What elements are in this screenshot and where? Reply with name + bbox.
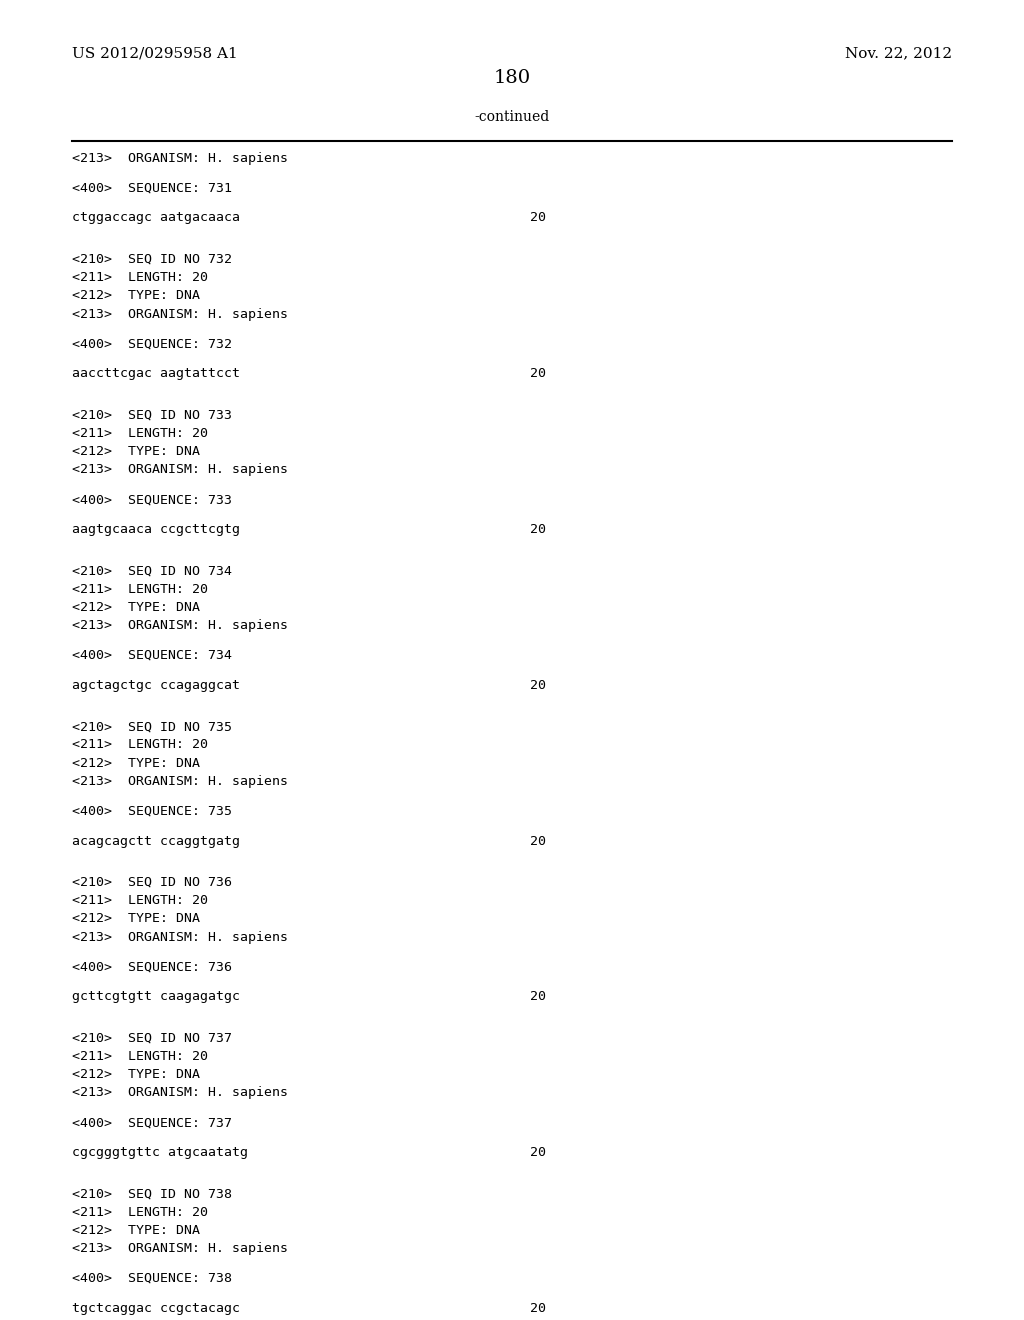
Text: 20: 20 (530, 367, 546, 380)
Text: <400>  SEQUENCE: 734: <400> SEQUENCE: 734 (72, 649, 232, 661)
Text: Nov. 22, 2012: Nov. 22, 2012 (845, 46, 952, 61)
Text: 20: 20 (530, 1146, 546, 1159)
Text: 20: 20 (530, 834, 546, 847)
Text: <212>  TYPE: DNA: <212> TYPE: DNA (72, 1224, 200, 1237)
Text: aaccttcgac aagtattcct: aaccttcgac aagtattcct (72, 367, 240, 380)
Text: <212>  TYPE: DNA: <212> TYPE: DNA (72, 912, 200, 925)
Text: <211>  LENGTH: 20: <211> LENGTH: 20 (72, 894, 208, 907)
Text: <210>  SEQ ID NO 732: <210> SEQ ID NO 732 (72, 253, 232, 265)
Text: US 2012/0295958 A1: US 2012/0295958 A1 (72, 46, 238, 61)
Text: <212>  TYPE: DNA: <212> TYPE: DNA (72, 601, 200, 614)
Text: -continued: -continued (474, 110, 550, 124)
Text: aagtgcaaca ccgcttcgtg: aagtgcaaca ccgcttcgtg (72, 523, 240, 536)
Text: <210>  SEQ ID NO 734: <210> SEQ ID NO 734 (72, 565, 232, 577)
Text: <400>  SEQUENCE: 733: <400> SEQUENCE: 733 (72, 494, 232, 506)
Text: <213>  ORGANISM: H. sapiens: <213> ORGANISM: H. sapiens (72, 775, 288, 788)
Text: <400>  SEQUENCE: 735: <400> SEQUENCE: 735 (72, 805, 232, 817)
Text: <210>  SEQ ID NO 735: <210> SEQ ID NO 735 (72, 721, 232, 733)
Text: 20: 20 (530, 211, 546, 224)
Text: 20: 20 (530, 1302, 546, 1315)
Text: <211>  LENGTH: 20: <211> LENGTH: 20 (72, 582, 208, 595)
Text: <213>  ORGANISM: H. sapiens: <213> ORGANISM: H. sapiens (72, 931, 288, 944)
Text: <212>  TYPE: DNA: <212> TYPE: DNA (72, 289, 200, 302)
Text: <210>  SEQ ID NO 733: <210> SEQ ID NO 733 (72, 409, 232, 421)
Text: <213>  ORGANISM: H. sapiens: <213> ORGANISM: H. sapiens (72, 619, 288, 632)
Text: <400>  SEQUENCE: 737: <400> SEQUENCE: 737 (72, 1117, 232, 1129)
Text: <213>  ORGANISM: H. sapiens: <213> ORGANISM: H. sapiens (72, 1086, 288, 1100)
Text: acagcagctt ccaggtgatg: acagcagctt ccaggtgatg (72, 834, 240, 847)
Text: <400>  SEQUENCE: 736: <400> SEQUENCE: 736 (72, 961, 232, 973)
Text: <210>  SEQ ID NO 738: <210> SEQ ID NO 738 (72, 1188, 232, 1200)
Text: cgcgggtgttc atgcaatatg: cgcgggtgttc atgcaatatg (72, 1146, 248, 1159)
Text: <212>  TYPE: DNA: <212> TYPE: DNA (72, 756, 200, 770)
Text: 180: 180 (494, 69, 530, 87)
Text: <400>  SEQUENCE: 738: <400> SEQUENCE: 738 (72, 1272, 232, 1284)
Text: <211>  LENGTH: 20: <211> LENGTH: 20 (72, 271, 208, 284)
Text: <211>  LENGTH: 20: <211> LENGTH: 20 (72, 1205, 208, 1218)
Text: <213>  ORGANISM: H. sapiens: <213> ORGANISM: H. sapiens (72, 152, 288, 165)
Text: 20: 20 (530, 990, 546, 1003)
Text: <211>  LENGTH: 20: <211> LENGTH: 20 (72, 1049, 208, 1063)
Text: <212>  TYPE: DNA: <212> TYPE: DNA (72, 1068, 200, 1081)
Text: <400>  SEQUENCE: 732: <400> SEQUENCE: 732 (72, 338, 232, 350)
Text: <210>  SEQ ID NO 736: <210> SEQ ID NO 736 (72, 876, 232, 888)
Text: <212>  TYPE: DNA: <212> TYPE: DNA (72, 445, 200, 458)
Text: 20: 20 (530, 678, 546, 692)
Text: <213>  ORGANISM: H. sapiens: <213> ORGANISM: H. sapiens (72, 1242, 288, 1255)
Text: 20: 20 (530, 523, 546, 536)
Text: agctagctgc ccagaggcat: agctagctgc ccagaggcat (72, 678, 240, 692)
Text: <210>  SEQ ID NO 737: <210> SEQ ID NO 737 (72, 1032, 232, 1044)
Text: <213>  ORGANISM: H. sapiens: <213> ORGANISM: H. sapiens (72, 463, 288, 477)
Text: tgctcaggac ccgctacagc: tgctcaggac ccgctacagc (72, 1302, 240, 1315)
Text: <211>  LENGTH: 20: <211> LENGTH: 20 (72, 426, 208, 440)
Text: <211>  LENGTH: 20: <211> LENGTH: 20 (72, 738, 208, 751)
Text: gcttcgtgtt caagagatgc: gcttcgtgtt caagagatgc (72, 990, 240, 1003)
Text: <213>  ORGANISM: H. sapiens: <213> ORGANISM: H. sapiens (72, 308, 288, 321)
Text: <400>  SEQUENCE: 731: <400> SEQUENCE: 731 (72, 182, 232, 194)
Text: ctggaccagc aatgacaaca: ctggaccagc aatgacaaca (72, 211, 240, 224)
